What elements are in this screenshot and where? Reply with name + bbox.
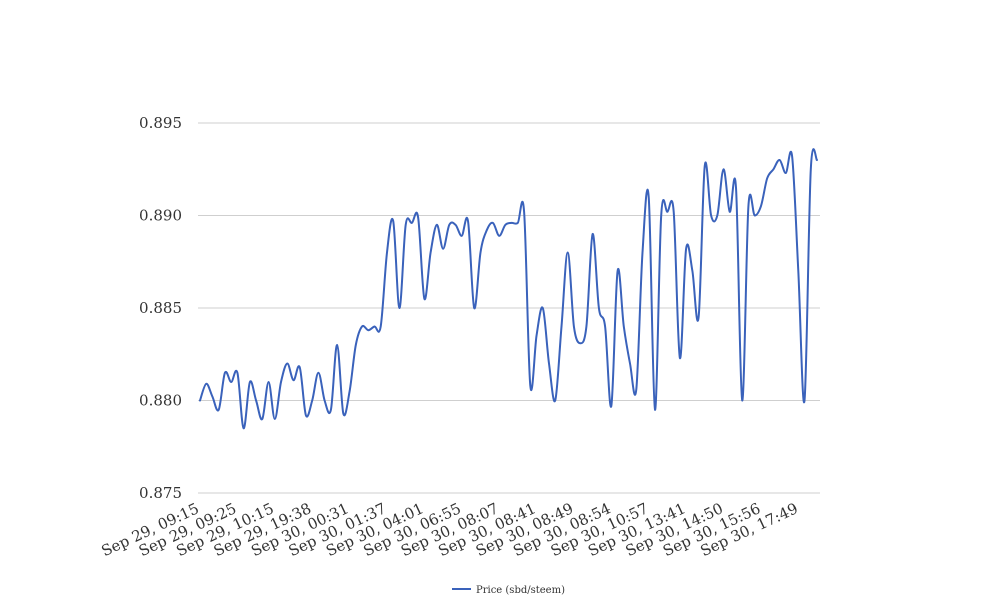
y-axis-tick-labels: 0.875 0.880 0.885 0.890 0.895 xyxy=(139,114,182,502)
y-gridlines xyxy=(198,122,820,494)
legend: Price (sbd/steem) xyxy=(452,585,565,596)
y-tick-label: 0.890 xyxy=(139,207,182,225)
y-tick-label: 0.885 xyxy=(139,299,182,317)
y-tick-label: 0.880 xyxy=(139,392,182,410)
plot-area xyxy=(199,148,818,430)
legend-label: Price (sbd/steem) xyxy=(476,585,565,596)
series-line xyxy=(199,148,818,430)
y-tick-label: 0.895 xyxy=(139,114,182,132)
y-tick-label: 0.875 xyxy=(139,484,182,502)
